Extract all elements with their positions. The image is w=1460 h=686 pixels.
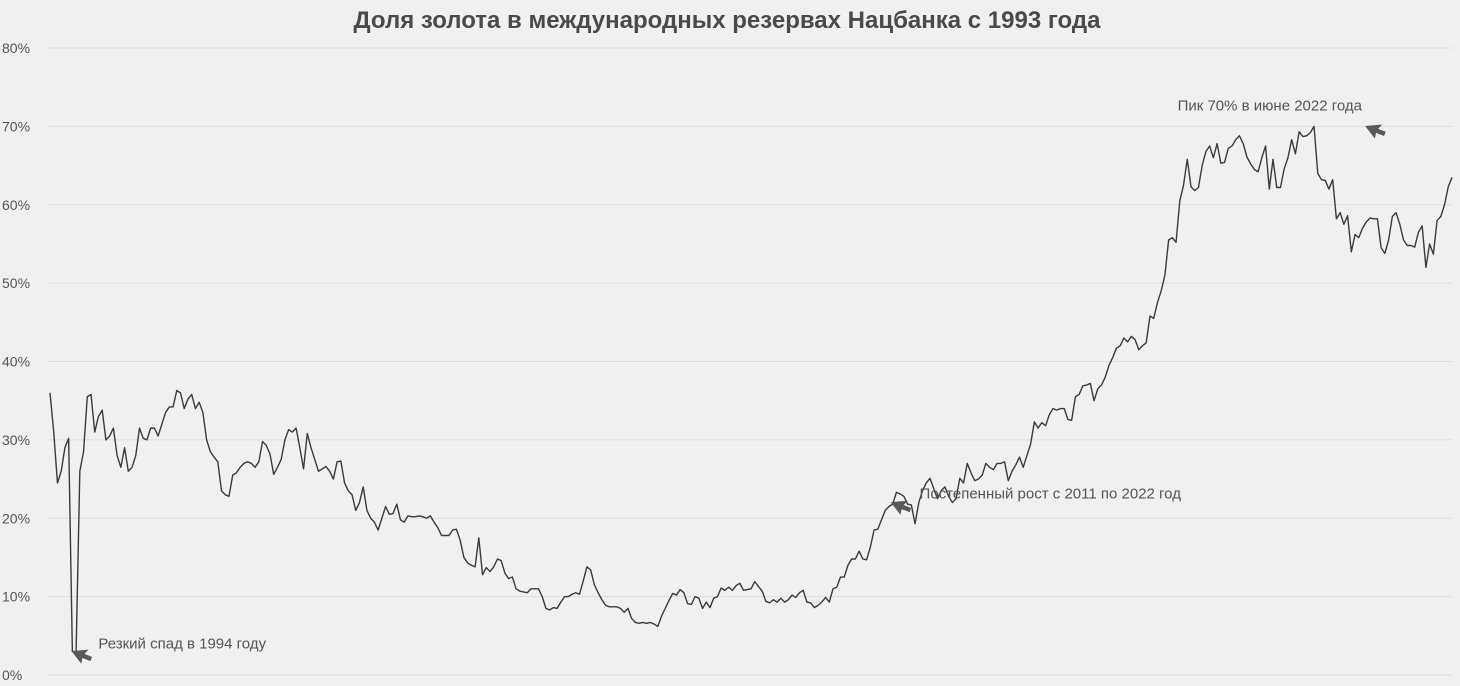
annotation-pointer-icon	[71, 649, 93, 664]
annotation-label: Постепенный рост с 2011 по 2022 год	[920, 486, 1182, 503]
cursor-arrow-icon	[890, 500, 912, 515]
cursor-arrow-icon	[1365, 124, 1386, 139]
annotation-pointer-icon	[890, 500, 912, 515]
cursor-arrow-icon	[71, 649, 93, 664]
annotation-label: Пик 70% в июне 2022 года	[1178, 97, 1363, 114]
series-line-gold-share	[49, 125, 1453, 653]
y-axis-ticks: 0% 10% 20% 30% 40% 50% 60% 70% 80%	[2, 40, 30, 683]
y-tick-label: 10%	[2, 589, 30, 605]
y-tick-label: 70%	[2, 118, 30, 134]
series-layer	[49, 125, 1453, 653]
y-tick-label: 0%	[2, 667, 22, 683]
annotation-label: Резкий спад в 1994 году	[98, 635, 266, 652]
y-tick-label: 60%	[2, 197, 30, 213]
y-tick-label: 40%	[2, 354, 30, 370]
chart-title: Доля золота в международных резервах Нац…	[354, 7, 1102, 34]
y-tick-label: 30%	[2, 432, 30, 448]
annotation-pointer-icon	[1365, 124, 1386, 139]
annotations: Резкий спад в 1994 году Постепенный рост …	[71, 97, 1386, 664]
y-tick-label: 20%	[2, 510, 30, 526]
y-tick-label: 80%	[2, 40, 30, 56]
y-tick-label: 50%	[2, 275, 30, 291]
gridlines	[48, 47, 1452, 676]
